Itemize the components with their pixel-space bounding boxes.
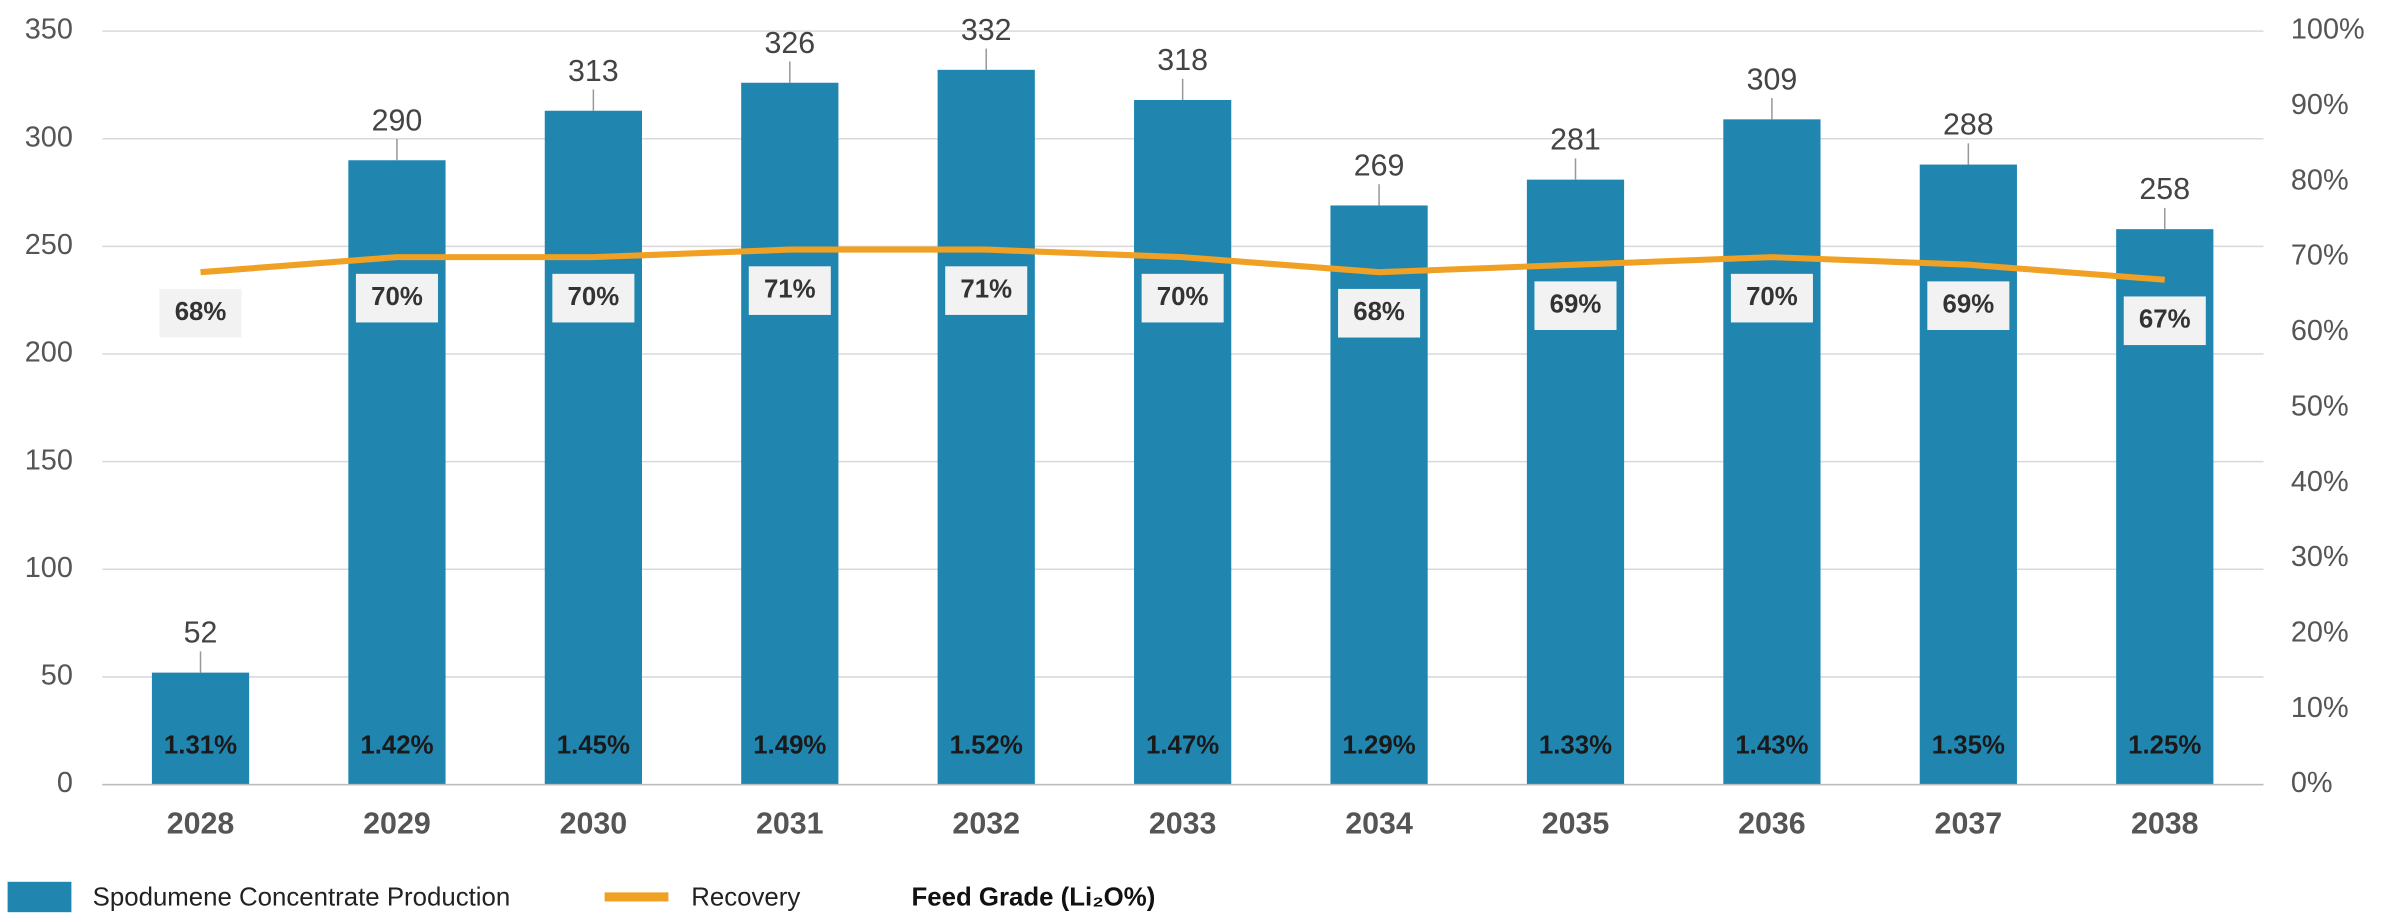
bar-value-label: 288 — [1943, 108, 1994, 142]
recovery-label: 71% — [960, 275, 1012, 303]
recovery-label: 67% — [2139, 306, 2191, 334]
legend-label: Recovery — [691, 883, 800, 911]
bar-value-label: 332 — [961, 13, 1012, 47]
recovery-label: 70% — [1157, 283, 1209, 311]
feed-grade-label: 1.25% — [2128, 731, 2201, 759]
feed-grade-label: 1.29% — [1342, 731, 1415, 759]
feed-grade-label: 1.42% — [360, 731, 433, 759]
y2-tick-label: 20% — [2291, 617, 2349, 649]
y-tick-label: 200 — [25, 337, 73, 369]
x-tick-label: 2038 — [2131, 807, 2199, 841]
recovery-label-box — [552, 273, 635, 323]
x-tick-label: 2029 — [363, 807, 431, 841]
bar — [741, 82, 839, 785]
y-tick-label: 50 — [41, 660, 73, 692]
y2-tick-label: 100% — [2291, 14, 2365, 46]
bar-value-label: 258 — [2139, 172, 2190, 206]
feed-grade-label: 1.45% — [557, 731, 630, 759]
y-tick-label: 150 — [25, 444, 73, 476]
feed-grade-label: 1.31% — [164, 731, 237, 759]
recovery-label-box — [1338, 288, 1421, 338]
y2-tick-label: 70% — [2291, 240, 2349, 272]
bar — [151, 672, 250, 785]
y2-tick-label: 40% — [2291, 466, 2349, 498]
recovery-label-box — [355, 273, 438, 323]
recovery-label-box — [945, 266, 1028, 315]
x-tick-label: 2037 — [1935, 807, 2003, 841]
x-tick-label: 2032 — [952, 807, 1020, 841]
recovery-label: 70% — [1746, 283, 1798, 311]
y-tick-label: 300 — [25, 121, 73, 153]
recovery-label: 71% — [764, 275, 816, 303]
recovery-label: 70% — [568, 283, 620, 311]
x-tick-label: 2035 — [1542, 807, 1610, 841]
recovery-label: 69% — [1550, 291, 1602, 319]
bar-value-label: 269 — [1354, 149, 1405, 183]
feed-grade-label: 1.33% — [1539, 731, 1612, 759]
feed-grade-label: 1.52% — [950, 731, 1023, 759]
recovery-label-box — [1141, 273, 1224, 323]
bar-value-label: 313 — [568, 54, 619, 88]
x-tick-label: 2031 — [756, 807, 824, 841]
legend-swatch — [7, 881, 72, 913]
y2-tick-label: 60% — [2291, 315, 2349, 347]
legend-label: Spodumene Concentrate Production — [93, 883, 511, 911]
recovery-label-box — [2123, 296, 2206, 346]
recovery-label: 68% — [1353, 298, 1405, 326]
bar — [348, 160, 446, 785]
y2-tick-label: 0% — [2291, 767, 2333, 799]
recovery-label: 68% — [175, 298, 227, 326]
bar — [937, 69, 1035, 785]
y-tick-label: 100 — [25, 552, 73, 584]
recovery-label-box — [748, 266, 831, 315]
bar — [1723, 119, 1821, 785]
bar — [1134, 99, 1232, 785]
y2-tick-label: 90% — [2291, 89, 2349, 121]
recovery-label-box — [1534, 281, 1617, 330]
y-tick-label: 0 — [57, 767, 73, 799]
bar-value-label: 326 — [764, 26, 815, 60]
x-tick-label: 2030 — [560, 807, 628, 841]
bar-value-label: 281 — [1550, 123, 1601, 157]
recovery-label: 70% — [371, 283, 423, 311]
legend-label: Feed Grade (Li₂O%) — [911, 883, 1155, 911]
recovery-label: 69% — [1943, 291, 1995, 319]
bar-value-label: 309 — [1747, 62, 1798, 96]
x-tick-label: 2036 — [1738, 807, 1806, 841]
y2-tick-label: 80% — [2291, 164, 2349, 196]
x-tick-label: 2033 — [1149, 807, 1217, 841]
feed-grade-label: 1.49% — [753, 731, 826, 759]
x-tick-label: 2028 — [167, 807, 235, 841]
line — [200, 246, 2165, 283]
bar-value-label: 52 — [184, 616, 218, 650]
bar — [544, 110, 642, 785]
feed-grade-label: 1.43% — [1735, 731, 1808, 759]
y-tick-label: 250 — [25, 229, 73, 261]
y-tick-label: 350 — [25, 14, 73, 46]
bar-value-label: 290 — [372, 103, 423, 137]
y2-tick-label: 30% — [2291, 541, 2349, 573]
bar — [1526, 179, 1625, 785]
x-tick-label: 2034 — [1345, 807, 1413, 841]
feed-grade-label: 1.35% — [1932, 731, 2005, 759]
recovery-label-box — [159, 288, 242, 338]
y2-tick-label: 50% — [2291, 390, 2349, 422]
bar — [1919, 164, 2017, 785]
y2-tick-label: 10% — [2291, 692, 2349, 724]
bar-value-label: 318 — [1157, 43, 1208, 77]
recovery-label-box — [1730, 273, 1813, 323]
feed-grade-label: 1.47% — [1146, 731, 1219, 759]
recovery-label-box — [1927, 281, 2010, 330]
